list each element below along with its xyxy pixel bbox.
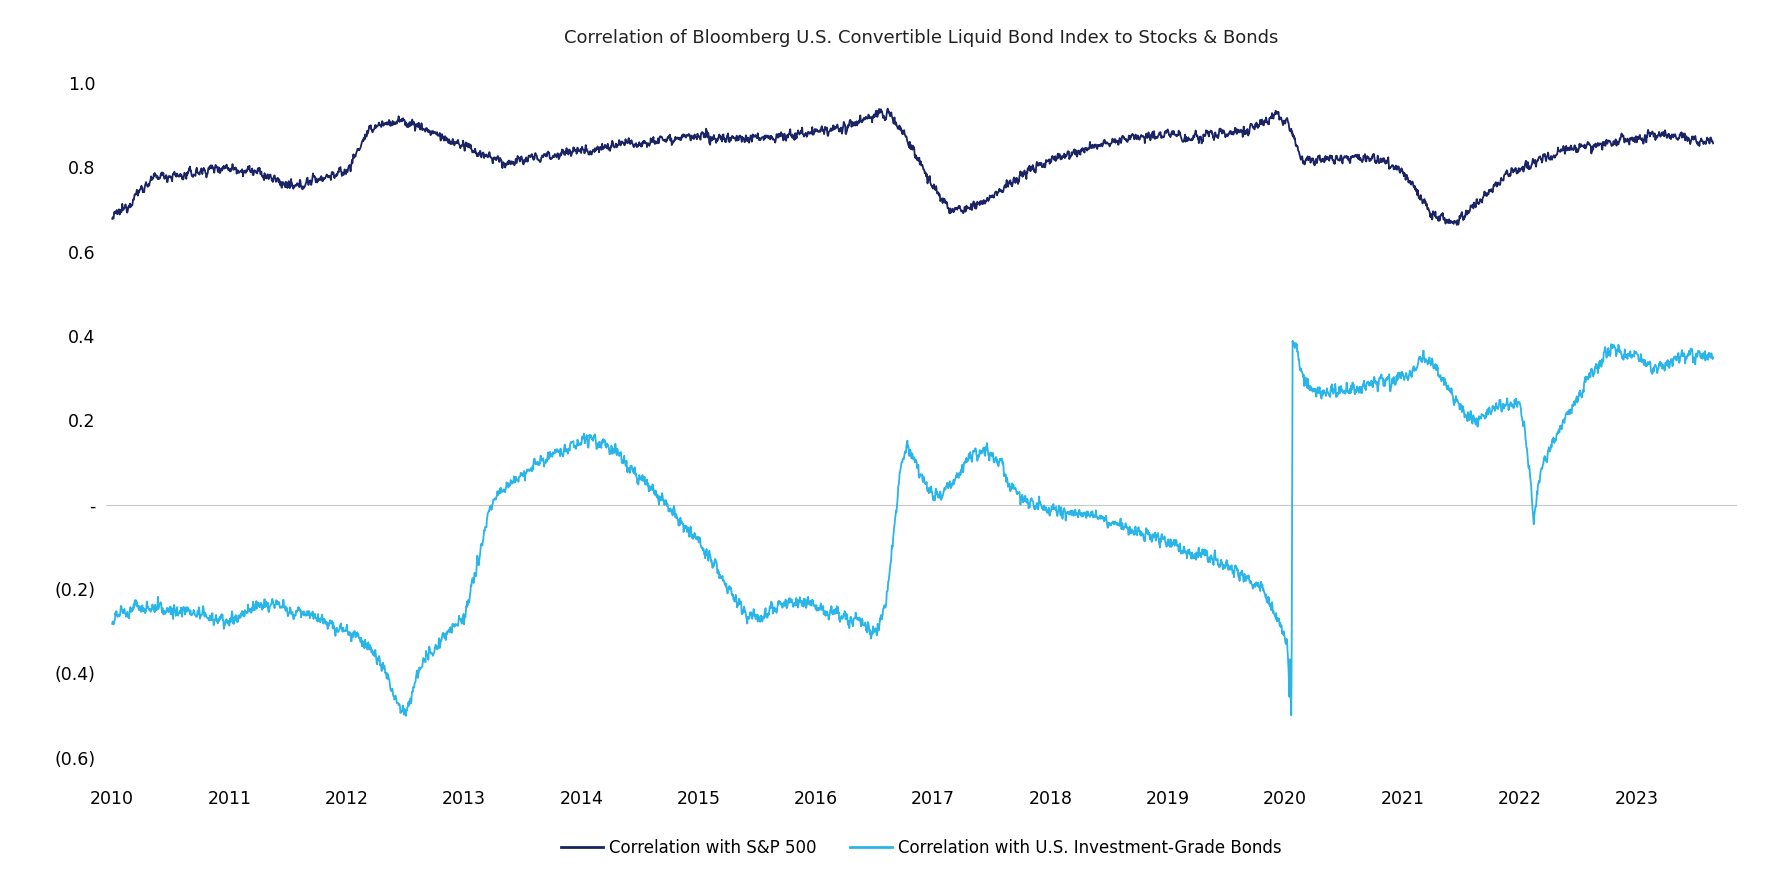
Legend: Correlation with S&P 500, Correlation with U.S. Investment-Grade Bonds: Correlation with S&P 500, Correlation wi… xyxy=(555,832,1288,864)
Title: Correlation of Bloomberg U.S. Convertible Liquid Bond Index to Stocks & Bonds: Correlation of Bloomberg U.S. Convertibl… xyxy=(563,28,1279,47)
